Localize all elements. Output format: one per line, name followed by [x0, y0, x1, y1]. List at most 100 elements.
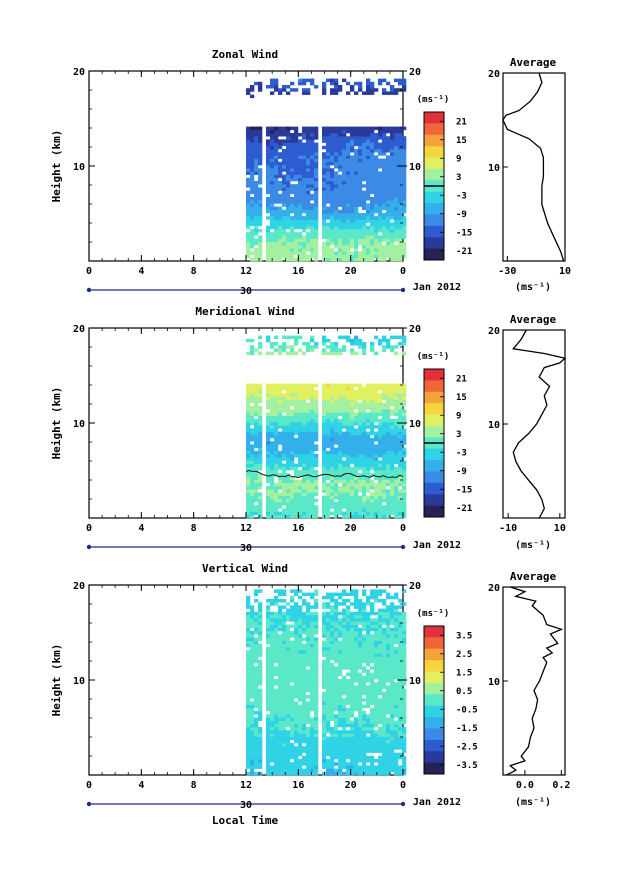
heatmap-cell [290, 133, 295, 137]
heatmap-cell [294, 707, 299, 712]
heatmap-cell [322, 438, 327, 442]
heatmap-cell [250, 158, 255, 163]
heatmap-cell [326, 762, 331, 766]
heatmap-cell [362, 618, 367, 622]
heatmap-cell [278, 193, 283, 198]
heatmap-cell [390, 171, 395, 175]
heatmap-cell [278, 235, 283, 239]
heatmap-cell [402, 88, 407, 92]
heatmap-cell [266, 418, 271, 423]
heatmap-cell [366, 399, 371, 404]
heatmap-cell [286, 755, 291, 760]
heatmap-cell [314, 627, 319, 632]
heatmap-cell [330, 466, 335, 471]
heatmap-cell [330, 402, 335, 407]
heatmap-cell [246, 482, 251, 487]
heatmap-cell [394, 225, 399, 230]
heatmap-cell [310, 168, 315, 172]
heatmap-cell [314, 714, 319, 718]
heatmap-cell [274, 245, 279, 249]
heatmap-cell [346, 691, 351, 696]
heatmap-cell [270, 727, 275, 731]
heatmap-cell [398, 174, 403, 179]
heatmap-cell [354, 502, 359, 506]
heatmap-cell [246, 695, 251, 699]
heatmap-cell [370, 479, 375, 484]
heatmap-cell [322, 505, 327, 509]
heatmap-cell [378, 489, 383, 493]
heatmap-cell [338, 386, 343, 391]
heatmap-cell [286, 492, 291, 496]
heatmap-cell [346, 174, 351, 179]
heatmap-cell [278, 711, 283, 715]
heatmap-cell [326, 171, 331, 175]
heatmap-cell [354, 589, 359, 593]
heatmap-cell [354, 672, 359, 677]
heatmap-cell [402, 193, 407, 198]
heatmap-cell [270, 627, 275, 632]
heatmap-cell [290, 476, 295, 480]
heatmap-cell [326, 412, 331, 416]
heatmap-cell [302, 229, 307, 233]
heatmap-cell [346, 768, 351, 773]
heatmap-cell [254, 460, 259, 464]
heatmap-cell [390, 193, 395, 198]
heatmap-cell [258, 418, 263, 423]
heatmap-cell [370, 184, 375, 188]
colorbar-tick-label: -21 [456, 247, 472, 257]
heatmap-cell [358, 415, 363, 420]
heatmap-cell [246, 723, 251, 728]
heatmap-cell [270, 85, 275, 89]
heatmap-cell [306, 624, 311, 629]
heatmap-cell [274, 136, 279, 140]
heatmap-cell [338, 454, 343, 458]
heatmap-cell [274, 251, 279, 255]
heatmap-cell [274, 88, 279, 92]
heatmap-cell [394, 158, 399, 163]
day-axis-start-dot [86, 544, 92, 550]
heatmap-cell [354, 238, 359, 243]
heatmap-cell [290, 200, 295, 204]
heatmap-cell [274, 129, 279, 134]
heatmap-cell [338, 219, 343, 223]
heatmap-cell [346, 203, 351, 207]
heatmap-cell [278, 393, 283, 397]
heatmap-cell [362, 463, 367, 468]
heatmap-cell [358, 637, 363, 641]
heatmap-cell [246, 133, 251, 137]
heatmap-cell [362, 611, 367, 616]
heatmap-cell [314, 203, 319, 207]
heatmap-cell [294, 406, 299, 410]
heatmap-cell [358, 599, 363, 603]
heatmap-cell [266, 634, 271, 638]
heatmap-cell [290, 126, 295, 131]
heatmap-cell [374, 193, 379, 198]
heatmap-cell [342, 193, 347, 198]
heatmap-cell [294, 197, 299, 201]
heatmap-cell [298, 415, 303, 420]
heatmap-cell [290, 235, 295, 239]
heatmap-cell [338, 592, 343, 597]
heatmap-cell [386, 511, 391, 516]
heatmap-cell [314, 457, 319, 461]
heatmap-cell [398, 241, 403, 246]
heatmap-cell [322, 621, 327, 625]
heatmap-cell [346, 460, 351, 464]
heatmap-cell [354, 399, 359, 404]
heatmap-cell [302, 393, 307, 397]
heatmap-cell [378, 418, 383, 423]
heatmap-cell [282, 165, 287, 169]
heatmap-cell [286, 257, 291, 262]
heatmap-cell [374, 177, 379, 182]
heatmap-cell [386, 248, 391, 252]
heatmap-cell [274, 168, 279, 172]
heatmap-cell [274, 428, 279, 432]
heatmap-cell [330, 650, 335, 654]
heatmap-cell [322, 730, 327, 734]
heatmap-cell [278, 502, 283, 506]
heatmap-cell [310, 129, 315, 134]
heatmap-cell [358, 647, 363, 651]
heatmap-cell [358, 129, 363, 134]
heatmap-cell [362, 447, 367, 452]
heatmap-cell [314, 479, 319, 484]
